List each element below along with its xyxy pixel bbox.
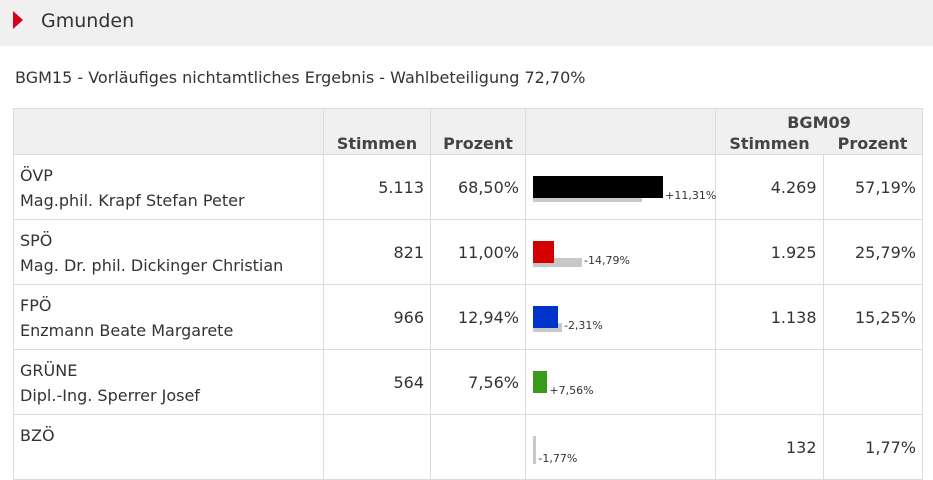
prev-stimmen-value xyxy=(715,349,824,415)
candidate-name: Dipl.-Ing. Sperrer Josef xyxy=(20,386,200,405)
candidate-name: Enzmann Beate Margarete xyxy=(20,321,234,340)
stimmen-column-header: Stimmen xyxy=(323,108,431,155)
stimmen-value: 5.113 xyxy=(323,154,431,220)
party-cell: GRÜNE Dipl.-Ing. Sperrer Josef xyxy=(13,349,324,415)
stimmen-value: 821 xyxy=(323,219,431,285)
prev-stimmen-value: 1.925 xyxy=(715,219,824,285)
prev-prozent-value: 25,79% xyxy=(822,219,924,285)
party-name: SPÖ xyxy=(20,231,53,250)
prozent-value xyxy=(430,414,526,480)
prev-stimmen-value: 4.269 xyxy=(715,154,824,220)
vote-bar-cell: -2,31% xyxy=(525,284,716,350)
prev-prozent-value: 15,25% xyxy=(822,284,924,350)
party-name: ÖVP xyxy=(20,166,53,185)
vote-bar-cell: -14,79% xyxy=(525,219,716,285)
prozent-value: 7,56% xyxy=(430,349,526,415)
triangle-right-icon xyxy=(13,11,23,29)
table-row: FPÖ Enzmann Beate Margarete 966 12,94% -… xyxy=(13,284,924,350)
results-table: Stimmen Prozent BGM09 Stimmen Prozent ÖV… xyxy=(13,108,924,480)
current-result-bar xyxy=(533,371,548,393)
stimmen-value: 966 xyxy=(323,284,431,350)
stimmen-value: 564 xyxy=(323,349,431,415)
party-name: FPÖ xyxy=(20,296,52,315)
prev-stimmen-value: 1.138 xyxy=(715,284,824,350)
party-name: BZÖ xyxy=(20,426,55,445)
vote-bar-cell: +11,31% xyxy=(525,154,717,220)
difference-label: -2,31% xyxy=(563,319,603,332)
previous-result-bar xyxy=(533,436,537,464)
prev-prozent-value: 1,77% xyxy=(822,414,924,480)
result-subtitle: BGM15 - Vorläufiges nichtamtliches Ergeb… xyxy=(15,68,586,87)
prozent-column-header: Prozent xyxy=(430,108,526,155)
party-cell: SPÖ Mag. Dr. phil. Dickinger Christian xyxy=(13,219,324,285)
difference-label: -14,79% xyxy=(584,254,630,267)
difference-label: -1,77% xyxy=(538,452,578,465)
difference-label: +7,56% xyxy=(549,384,594,397)
party-cell: BZÖ xyxy=(13,414,324,480)
current-result-bar xyxy=(533,176,664,198)
prozent-value: 68,50% xyxy=(430,154,526,220)
prev-prozent-value xyxy=(822,349,924,415)
party-cell: ÖVP Mag.phil. Krapf Stefan Peter xyxy=(13,154,324,220)
party-cell: FPÖ Enzmann Beate Margarete xyxy=(13,284,324,350)
table-row: ÖVP Mag.phil. Krapf Stefan Peter 5.113 6… xyxy=(13,154,924,220)
table-row: BZÖ -1,77% 132 1,77% xyxy=(13,414,924,480)
current-result-bar xyxy=(533,306,558,328)
prev-prozent-column-header: Prozent xyxy=(837,134,908,153)
candidate-name: Mag.phil. Krapf Stefan Peter xyxy=(20,191,245,210)
stimmen-value xyxy=(323,414,431,480)
candidate-name: Mag. Dr. phil. Dickinger Christian xyxy=(20,256,284,275)
table-header-row: Stimmen Prozent BGM09 Stimmen Prozent xyxy=(13,108,923,155)
municipality-header: Gmunden xyxy=(0,0,933,46)
bgm09-header: BGM09 Stimmen Prozent xyxy=(715,108,923,155)
bgm09-label: BGM09 xyxy=(787,113,851,132)
current-result-bar xyxy=(533,241,554,263)
previous-result-bar xyxy=(533,258,582,267)
prev-stimmen-column-header: Stimmen xyxy=(729,134,810,153)
municipality-title: Gmunden xyxy=(41,10,135,32)
prozent-value: 11,00% xyxy=(430,219,526,285)
prev-prozent-value: 57,19% xyxy=(822,154,924,220)
chart-column-header xyxy=(525,108,716,155)
table-row: GRÜNE Dipl.-Ing. Sperrer Josef 564 7,56%… xyxy=(13,349,924,415)
vote-bar-cell: -1,77% xyxy=(525,414,716,480)
difference-label: +11,31% xyxy=(665,189,717,202)
vote-bar-cell: +7,56% xyxy=(525,349,716,415)
party-name: GRÜNE xyxy=(20,361,78,380)
prozent-value: 12,94% xyxy=(430,284,526,350)
party-column-header xyxy=(13,108,324,155)
prev-stimmen-value: 132 xyxy=(715,414,824,480)
table-row: SPÖ Mag. Dr. phil. Dickinger Christian 8… xyxy=(13,219,924,285)
